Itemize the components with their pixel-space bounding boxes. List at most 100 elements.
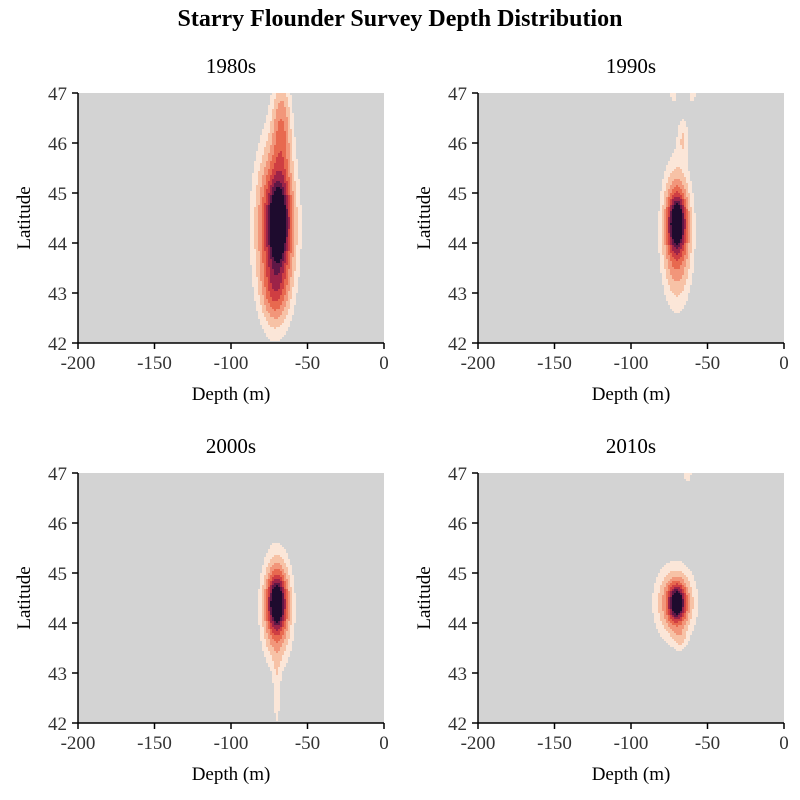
density-cell (690, 95, 696, 97)
density-cell (266, 145, 270, 147)
density-cell (268, 187, 270, 189)
density-cell (288, 239, 290, 241)
density-cell (262, 223, 264, 225)
density-cell (282, 597, 284, 599)
plot-background (478, 473, 784, 723)
density-cell (282, 193, 284, 195)
density-cell (268, 111, 272, 113)
density-cell (278, 123, 284, 125)
density-cell (666, 621, 670, 623)
density-cell (274, 151, 280, 153)
density-cell (272, 251, 284, 253)
density-cell (270, 207, 286, 209)
density-cell (298, 237, 302, 239)
density-cell (256, 275, 260, 277)
density-cell (672, 277, 682, 279)
density-cell (256, 257, 260, 259)
density-cell (282, 629, 284, 631)
density-cell (272, 117, 276, 119)
density-cell (662, 275, 666, 277)
density-cell (682, 239, 684, 241)
density-cell (252, 267, 256, 269)
density-cell (668, 163, 688, 165)
density-cell (262, 643, 266, 645)
density-cell (260, 585, 262, 587)
density-cell (652, 603, 658, 605)
density-cell (268, 229, 270, 231)
density-cell (268, 279, 270, 281)
density-cell (272, 143, 276, 145)
density-cell (270, 185, 274, 187)
density-cell (262, 227, 264, 229)
density-cell (684, 627, 688, 629)
density-cell (286, 229, 288, 231)
density-cell (670, 93, 676, 95)
density-cell (284, 259, 286, 261)
density-cell (286, 587, 288, 589)
density-cell (262, 129, 270, 131)
density-cell (662, 623, 668, 625)
density-cell (262, 287, 266, 289)
density-cell (284, 603, 286, 605)
panel-title: 2000s (206, 434, 256, 458)
density-cell (274, 699, 280, 701)
density-cell (292, 607, 296, 609)
density-cell (272, 579, 274, 581)
density-cell (670, 249, 672, 251)
density-cell (686, 211, 688, 213)
density-cell (250, 203, 256, 205)
density-cell (662, 283, 668, 285)
density-cell (254, 165, 260, 167)
density-cell (660, 269, 666, 271)
density-cell (282, 153, 286, 155)
density-cell (262, 255, 266, 257)
density-cell (668, 249, 670, 251)
density-cell (280, 579, 282, 581)
density-cell (272, 267, 280, 269)
density-cell (272, 133, 276, 135)
density-cell (268, 205, 270, 207)
density-cell (290, 157, 292, 159)
density-cell (284, 593, 286, 595)
density-cell (250, 191, 256, 193)
density-cell (270, 145, 274, 147)
density-cell (266, 553, 288, 555)
density-cell (690, 581, 696, 583)
density-cell (688, 255, 690, 257)
density-cell (266, 625, 268, 627)
density-cell (662, 229, 664, 231)
density-cell (664, 231, 666, 233)
density-cell (682, 145, 684, 147)
density-cell (290, 205, 292, 207)
density-cell (290, 285, 294, 287)
density-cell (262, 247, 264, 249)
density-cell (294, 239, 298, 241)
density-cell (274, 687, 280, 689)
density-cell (290, 191, 294, 193)
density-cell (274, 697, 280, 699)
density-cell (670, 271, 684, 273)
density-cell (286, 209, 288, 211)
density-cell (282, 311, 288, 313)
density-cell (284, 591, 286, 593)
density-cell (666, 247, 668, 249)
density-cell (288, 567, 292, 569)
density-cell (286, 253, 288, 255)
density-cell (270, 269, 274, 271)
density-cell (286, 191, 288, 193)
density-cell (688, 189, 692, 191)
y-tick-label: 47 (48, 84, 67, 105)
density-cell (258, 207, 262, 209)
density-cell (276, 187, 280, 189)
density-cell (258, 245, 262, 247)
density-cell (264, 235, 266, 237)
density-cell (286, 95, 292, 97)
density-cell (250, 207, 254, 209)
density-cell (684, 233, 686, 235)
density-cell (670, 157, 688, 159)
density-cell (252, 173, 258, 175)
density-cell (286, 207, 288, 209)
density-cell (270, 103, 274, 105)
density-cell (274, 563, 280, 565)
density-cell (294, 201, 296, 203)
